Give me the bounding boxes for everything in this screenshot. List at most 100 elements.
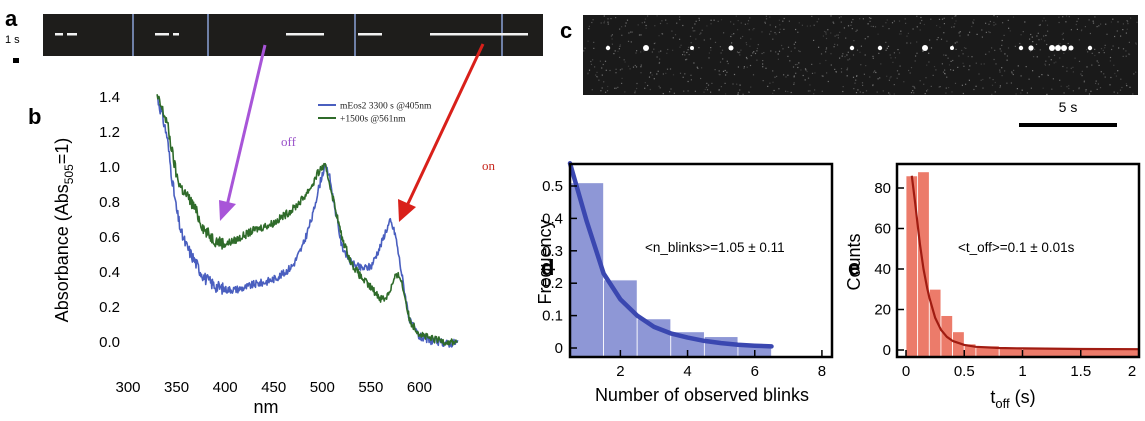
panel-c-noise-dot <box>1088 93 1091 95</box>
panel-c-noise-dot <box>869 76 871 78</box>
panel-c-noise-dot <box>764 22 766 24</box>
panel-c-noise-dot <box>603 15 605 17</box>
panel-c-noise-dot <box>951 45 954 47</box>
panel-c-noise-dot <box>1038 39 1040 41</box>
panel-c-noise-dot <box>825 51 827 53</box>
panel-c-noise-dot <box>1077 18 1079 20</box>
panel-c-noise-dot <box>846 69 848 71</box>
panel-c-noise-dot <box>1106 33 1108 35</box>
panel-c-noise-dot <box>1122 23 1124 25</box>
panel-c-noise-dot <box>736 83 738 85</box>
panel-c-noise-dot <box>644 18 646 20</box>
panel-c-noise-dot <box>627 40 630 42</box>
panel-c-noise-dot <box>823 30 826 33</box>
chart-b-legend-label: +1500s @561nm <box>340 115 406 125</box>
panel-c-noise-dot <box>948 87 950 89</box>
panel-c-noise-dot <box>804 79 806 81</box>
panel-c-noise-dot <box>898 20 901 22</box>
panel-c-noise-dot <box>1068 85 1070 87</box>
panel-c-noise-dot <box>880 63 882 65</box>
panel-c-noise-dot <box>1033 56 1035 58</box>
panel-c-noise-dot <box>649 72 651 74</box>
panel-c-noise-dot <box>723 32 725 34</box>
panel-c-noise-dot <box>670 88 672 90</box>
panel-c-noise-dot <box>1078 87 1080 89</box>
panel-c-noise-dot <box>1136 21 1138 23</box>
panel-c-noise-dot <box>619 45 621 47</box>
panel-c-noise-dot <box>1103 73 1105 75</box>
panel-c-noise-dot <box>1135 42 1137 44</box>
panel-c-noise-dot <box>875 71 877 74</box>
panel-c-noise-dot <box>605 69 607 71</box>
panel-c-noise-dot <box>746 66 748 68</box>
panel-c-noise-dot <box>1002 22 1004 24</box>
panel-c-noise-dot <box>739 89 741 91</box>
panel-c-noise-dot <box>889 93 891 95</box>
panel-c-noise-dot <box>944 69 946 71</box>
panel-c-noise-dot <box>725 93 727 95</box>
chart-d-bar <box>603 279 638 358</box>
panel-c-noise-dot <box>967 55 969 58</box>
panel-c-noise-dot <box>694 30 696 32</box>
panel-c-noise-dot <box>1020 92 1022 94</box>
panel-c-noise-dot <box>825 47 828 49</box>
panel-c-noise-dot <box>665 72 667 74</box>
chart-d-y-tick-label: 0.1 <box>542 308 563 325</box>
panel-c-noise-dot <box>1072 66 1074 68</box>
panel-c-noise-dot <box>659 22 662 25</box>
panel-c-noise-dot <box>1039 24 1041 26</box>
panel-c-noise-dot <box>893 20 895 22</box>
panel-c-noise-dot <box>839 57 841 59</box>
panel-c-noise-dot <box>624 61 626 63</box>
panel-c-noise-dot <box>1126 85 1128 87</box>
panel-c-noise-dot <box>1052 78 1054 80</box>
panel-c-noise-dot <box>713 19 715 21</box>
panel-c-noise-dot <box>889 77 891 79</box>
panel-c-noise-dot <box>602 63 604 66</box>
panel-c-noise-dot <box>588 25 590 27</box>
chart-e-x-axis-label-tail: (s) <box>1010 387 1036 407</box>
panel-c-noise-dot <box>651 74 653 76</box>
panel-c-noise-dot <box>1036 56 1038 58</box>
panel-c-noise-dot <box>898 73 900 75</box>
panel-c-noise-dot <box>896 70 899 72</box>
panel-c-noise-dot <box>973 19 975 21</box>
panel-c-noise-dot <box>710 19 712 21</box>
panel-a-blink <box>155 33 169 36</box>
panel-c-noise-dot <box>865 90 868 92</box>
panel-c-noise-dot <box>993 58 995 61</box>
panel-c-noise-dot <box>750 38 752 40</box>
chart-d-x-ticks: 2 4 6 8 <box>616 350 826 380</box>
panel-c-noise-dot <box>1117 70 1119 72</box>
panel-c-noise-dot <box>737 66 739 68</box>
panel-c-noise-dot <box>672 74 675 76</box>
panel-c-noise-dot <box>847 59 849 61</box>
chart-d-y-ticks: 0 0.1 0.2 0.3 0.4 0.5 <box>542 178 577 357</box>
panel-c-noise-dot <box>811 15 813 17</box>
panel-c-noise-dot <box>671 30 673 32</box>
panel-c-noise-dot <box>1063 52 1065 54</box>
panel-c-noise-dot <box>587 73 589 75</box>
panel-c-noise-dot <box>1006 82 1008 84</box>
panel-c-noise-dot <box>1088 19 1090 21</box>
panel-c-noise-dot <box>614 87 616 89</box>
panel-c-noise-dot <box>635 52 637 54</box>
chart-b-y-tick-label: 0.6 <box>99 229 120 246</box>
panel-c-noise-dot <box>719 46 721 48</box>
arrow-on-label: on <box>482 158 496 173</box>
panel-c-noise-dot <box>1030 87 1032 89</box>
panel-c-noise-dot <box>882 25 884 27</box>
panel-c-noise-dot <box>701 67 703 69</box>
panel-c-noise-dot <box>886 75 888 77</box>
panel-c-noise-dot <box>844 56 846 58</box>
panel-c-noise-dot <box>830 53 832 55</box>
panel-c-noise-dot <box>856 49 859 51</box>
panel-c-noise-dot <box>878 52 880 54</box>
panel-c-noise-dot <box>772 70 774 72</box>
panel-c-noise-dot <box>1059 43 1061 45</box>
panel-c-noise-dot <box>726 60 728 62</box>
panel-c-noise-dot <box>813 39 815 41</box>
panel-c-noise-dot <box>658 61 661 64</box>
panel-c-noise-dot <box>761 52 763 55</box>
panel-c-noise-dot <box>711 82 713 84</box>
